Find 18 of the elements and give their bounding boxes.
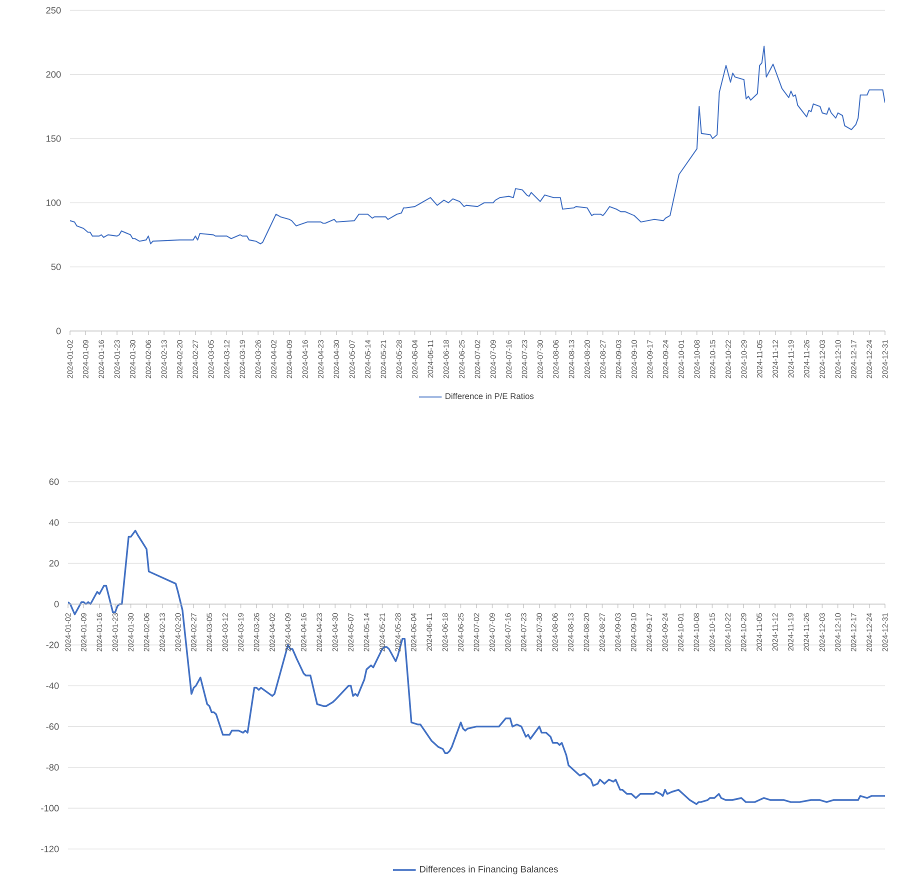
y-tick-label: 0 (56, 328, 61, 334)
legend-label: Difference in P/E Ratios (446, 392, 534, 400)
y-tick-label: 150 (46, 135, 61, 142)
y-tick-label: -20 (46, 642, 59, 648)
y-tick-label: -40 (46, 682, 59, 689)
y-tick-label: 40 (49, 519, 59, 526)
y-tick-label: 60 (49, 478, 59, 485)
y-tick-label: 50 (51, 264, 61, 270)
y-tick-label: 20 (49, 560, 59, 567)
legend-label: Differences in Financing Balances (420, 866, 558, 874)
y-tick-label: -120 (41, 846, 59, 852)
y-tick-label: 100 (46, 199, 61, 206)
y-tick-label: 250 (46, 7, 61, 14)
y-tick-label: 200 (46, 71, 61, 78)
y-tick-label: -100 (41, 804, 59, 812)
y-tick-label: 0 (54, 600, 59, 608)
y-tick-label: -60 (46, 723, 59, 730)
y-tick-label: -80 (46, 764, 59, 771)
